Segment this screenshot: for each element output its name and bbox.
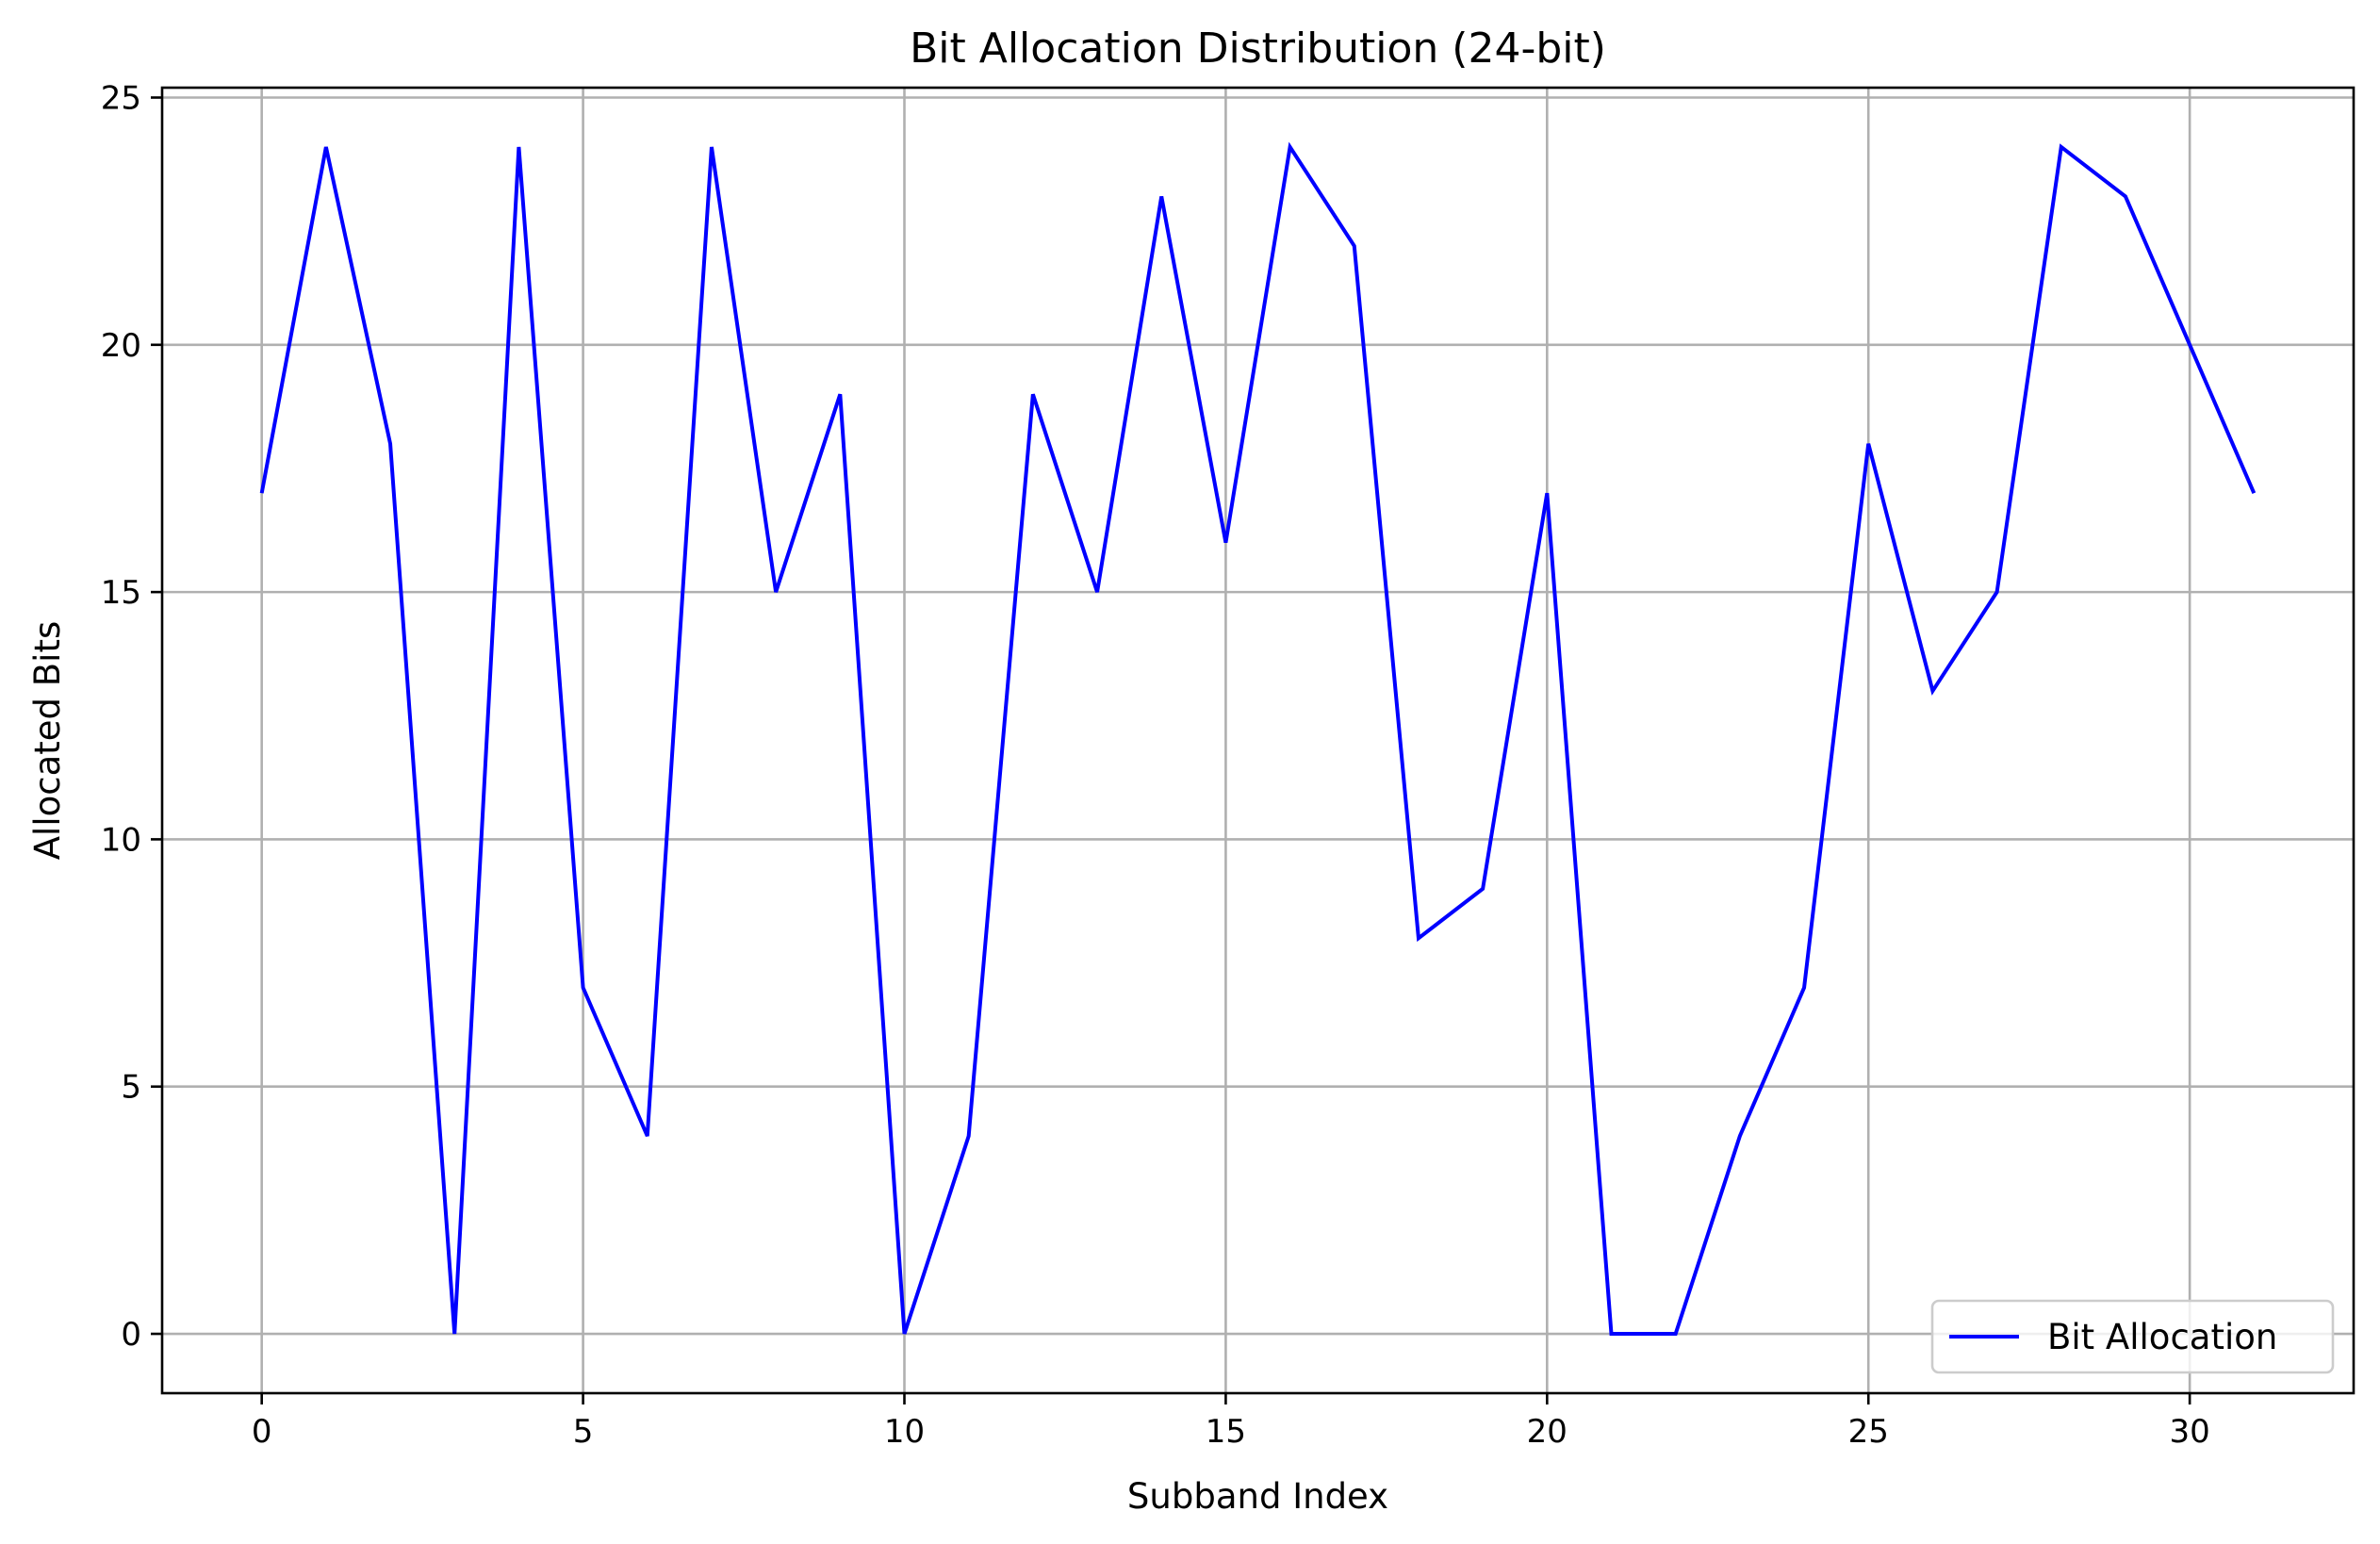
x-tick-label: 20: [1527, 1413, 1568, 1451]
legend-box: [1930, 1299, 2335, 1374]
y-tick-label: 10: [101, 821, 141, 859]
tick-layer: 0 5 10 15 20 25 30 0 5 10 15 20 25: [101, 79, 2210, 1451]
y-tick-label: 0: [121, 1316, 141, 1354]
y-tick-label: 25: [101, 79, 141, 117]
legend-label-bit-allocation: Bit Allocation: [2047, 1317, 2277, 1357]
series-line-bit-allocation: [259, 141, 2257, 1337]
x-tick-label: 5: [573, 1413, 594, 1451]
x-tick-label: 25: [1848, 1413, 1889, 1451]
legend: Bit Allocation: [1930, 1299, 2335, 1374]
y-tick-label: 5: [121, 1069, 141, 1107]
y-tick-label: 15: [101, 574, 141, 612]
chart-title: Bit Allocation Distribution (24-bit): [910, 25, 1606, 73]
x-tick-label: 30: [2170, 1413, 2210, 1451]
x-axis-label: Subband Index: [1127, 1476, 1388, 1517]
x-tick-label: 15: [1206, 1413, 1246, 1451]
series-layer: [259, 141, 2257, 1337]
y-axis-label: Allocated Bits: [27, 621, 68, 861]
grid-lines: [162, 88, 2354, 1393]
x-tick-label: 10: [884, 1413, 925, 1451]
plot-frame: [160, 86, 2355, 1395]
y-tick-label: 20: [101, 327, 141, 365]
x-tick-label: 0: [252, 1413, 272, 1451]
